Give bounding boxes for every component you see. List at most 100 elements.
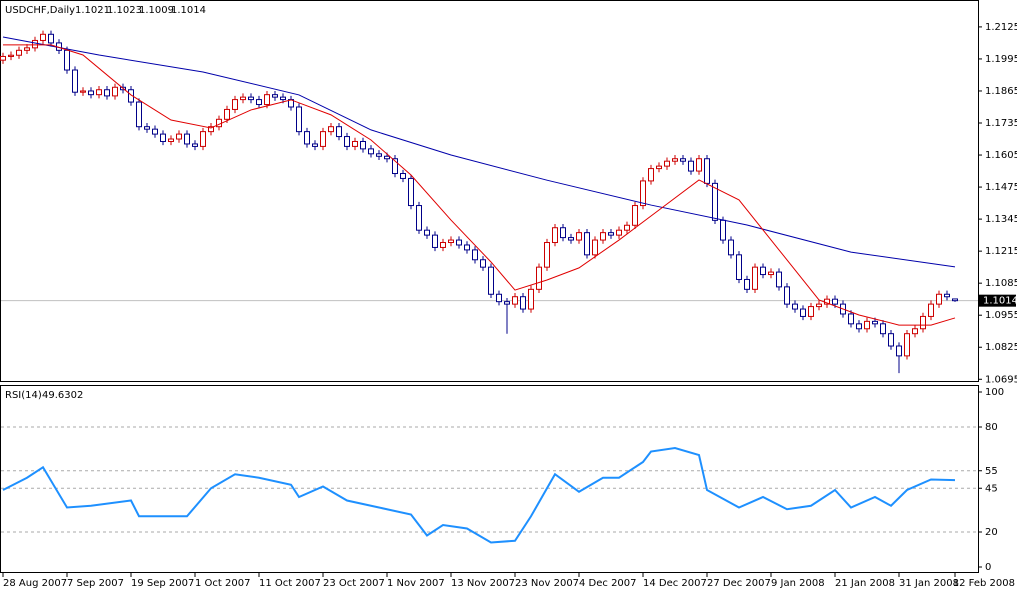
candle-body xyxy=(616,229,622,236)
candle-body xyxy=(712,182,718,221)
candle-body xyxy=(392,158,398,175)
candle-body xyxy=(952,298,958,302)
candle-body xyxy=(928,303,934,317)
x-tick-label: 19 Sep 2007 xyxy=(131,578,194,589)
candle-body xyxy=(344,136,350,147)
candle-body xyxy=(680,158,686,162)
candle-body xyxy=(248,96,254,101)
x-tick-label: 9 Jan 2008 xyxy=(771,578,825,589)
candle-body xyxy=(624,224,630,231)
candle-body xyxy=(136,101,142,128)
y-tick-label: 1.1345 xyxy=(985,214,1017,225)
candle-body xyxy=(696,158,702,172)
candle-body xyxy=(224,108,230,120)
candle-body xyxy=(24,47,30,51)
moving-average xyxy=(3,44,956,326)
candle-body xyxy=(72,69,78,93)
y-tick-label: 1.1215 xyxy=(985,246,1017,257)
candle-body xyxy=(176,133,182,140)
candle-body xyxy=(944,293,950,298)
candle-body xyxy=(296,106,302,133)
candle-body xyxy=(88,90,94,96)
candle-body xyxy=(552,227,558,244)
candle-body xyxy=(760,266,766,276)
candle-body xyxy=(664,160,670,167)
y-tick-label: 1.1605 xyxy=(985,150,1017,161)
candle-body xyxy=(856,323,862,330)
candle-body xyxy=(272,94,278,98)
y-tick-label: 80 xyxy=(985,422,998,433)
candle-body xyxy=(208,126,214,133)
candle-body xyxy=(184,133,190,145)
candle-body xyxy=(232,99,238,110)
moving-average xyxy=(2,36,956,268)
rsi-current: 49.6302 xyxy=(42,390,83,401)
candle-body xyxy=(104,89,110,97)
candle-body xyxy=(80,90,86,93)
candle-body xyxy=(168,138,174,142)
x-tick-label: 7 Sep 2007 xyxy=(67,578,124,589)
candle-body xyxy=(408,177,414,207)
candle-body xyxy=(648,168,654,182)
y-tick-label: 1.1865 xyxy=(985,86,1017,97)
candle-body xyxy=(16,49,22,56)
candle-body xyxy=(904,333,910,357)
candle-body xyxy=(720,219,726,241)
candle-body xyxy=(704,158,710,184)
candle-body xyxy=(40,33,46,41)
candle-body xyxy=(936,293,942,305)
candle-body xyxy=(64,49,70,71)
candle-body xyxy=(880,323,886,335)
y-tick-label: 1.0695 xyxy=(985,374,1017,385)
candle-body xyxy=(192,143,198,147)
candle-body xyxy=(656,165,662,170)
candle-body xyxy=(888,333,894,347)
chart-title: USDCHF,Daily xyxy=(5,5,75,16)
y-tick-label: 1.0955 xyxy=(985,310,1017,321)
y-tick-label: 100 xyxy=(985,387,1004,398)
candle-body xyxy=(672,158,678,162)
candle-body xyxy=(464,244,470,251)
candle-body xyxy=(872,320,878,325)
candle-body xyxy=(728,239,734,256)
x-tick-label: 1 Nov 2007 xyxy=(387,578,445,589)
y-tick-label: 1.0825 xyxy=(985,342,1017,353)
candle-body xyxy=(912,328,918,335)
candle-body xyxy=(440,242,446,248)
candle-body xyxy=(800,308,806,317)
candle-body xyxy=(744,278,750,290)
candle-body xyxy=(416,205,422,231)
candle-body xyxy=(736,254,742,280)
candle-body xyxy=(584,232,590,256)
candle-body xyxy=(152,128,158,135)
candle-body xyxy=(640,180,646,207)
candle-body xyxy=(320,131,326,147)
x-tick-label: 23 Nov 2007 xyxy=(515,578,579,589)
candle-body xyxy=(480,259,486,268)
x-tick-label: 1 Oct 2007 xyxy=(195,578,250,589)
candle-body xyxy=(496,293,502,303)
candle-body xyxy=(528,288,534,310)
candle-body xyxy=(864,320,870,330)
y-tick-label: 1.1475 xyxy=(985,182,1017,193)
candle-body xyxy=(784,286,790,305)
candle-body xyxy=(96,89,102,96)
candle-body xyxy=(816,303,822,308)
candle-body xyxy=(792,303,798,310)
current-price-box xyxy=(979,294,1016,307)
candle-body xyxy=(112,86,118,97)
candle-body xyxy=(424,229,430,236)
candle-body xyxy=(488,266,494,295)
candle-body xyxy=(312,143,318,147)
x-tick-label: 13 Nov 2007 xyxy=(451,578,515,589)
candle-body xyxy=(32,39,38,49)
x-tick-label: 31 Jan 2008 xyxy=(899,578,959,589)
x-tick-label: 21 Jan 2008 xyxy=(835,578,895,589)
candle-body xyxy=(144,126,150,130)
candle-body xyxy=(448,239,454,244)
x-tick-label: 12 Feb 2008 xyxy=(953,578,1015,589)
candle-body xyxy=(592,239,598,256)
candle-body xyxy=(328,126,334,133)
candle-body xyxy=(240,96,246,101)
